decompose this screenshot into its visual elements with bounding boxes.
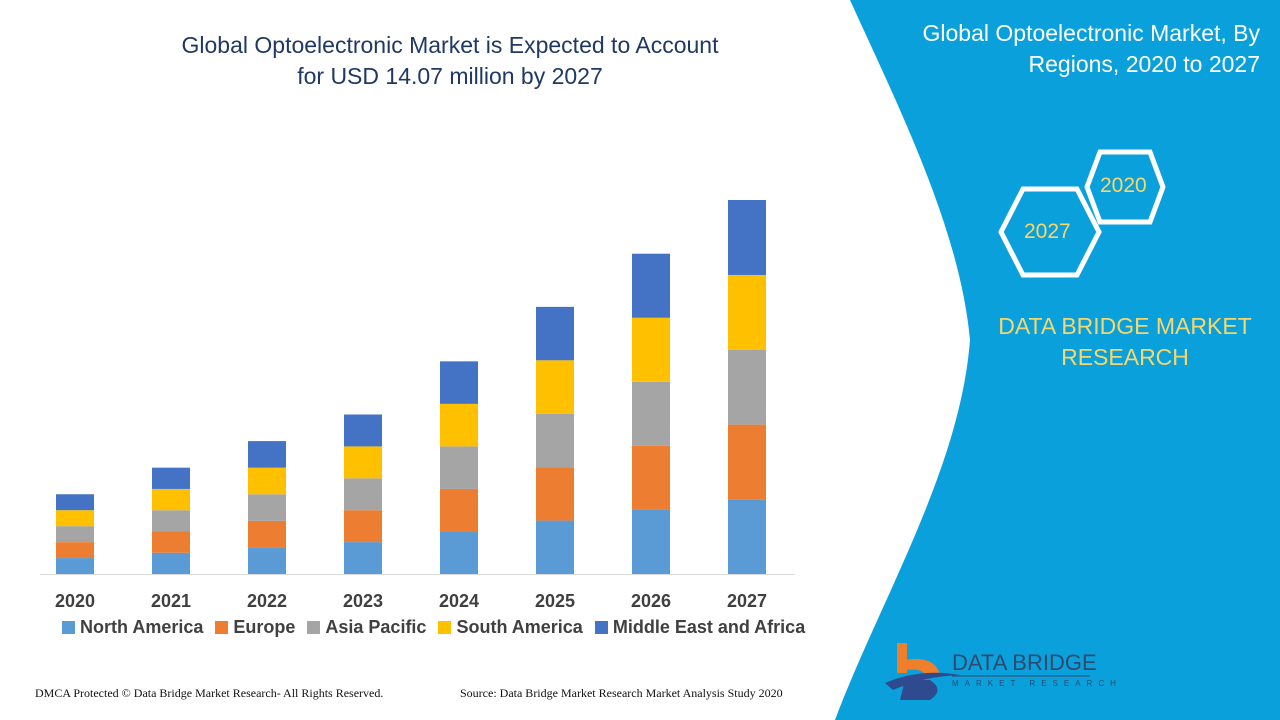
- bar-2025-asia-pacific: [536, 413, 574, 468]
- bar-2025-europe: [536, 467, 574, 521]
- bar-2023-asia-pacific: [344, 478, 382, 511]
- bar-2021-south-america: [152, 488, 190, 511]
- bar-2024-europe: [440, 488, 478, 532]
- x-tick-label: 2025: [534, 591, 576, 611]
- bar-2026-europe: [632, 445, 670, 510]
- chart-title: Global Optoelectronic Market is Expected…: [140, 30, 760, 92]
- logo-name: DATA BRIDGE: [952, 650, 1097, 675]
- bar-2023-europe: [344, 510, 382, 543]
- bar-2022-south-america: [248, 467, 286, 495]
- brand-line-2: RESEARCH: [1061, 344, 1189, 370]
- bar-2023-south-america: [344, 446, 382, 479]
- bar-2027-asia-pacific: [728, 349, 766, 425]
- bar-2025-south-america: [536, 360, 574, 414]
- bar-2024-north-america: [440, 531, 478, 574]
- bar-2027-north-america: [728, 499, 766, 574]
- side-panel: [835, 0, 1280, 720]
- legend: North America Europe Asia Pacific South Ame…: [62, 617, 805, 638]
- x-tick-label: 2022: [246, 591, 288, 611]
- bar-2020-middle-east-and-africa: [56, 494, 94, 511]
- x-tick-label: 2024: [438, 591, 480, 611]
- hex-label-2020: 2020: [1100, 174, 1147, 197]
- side-title-line-1: Global Optoelectronic Market, By: [922, 20, 1260, 46]
- footer-source: Source: Data Bridge Market Research Mark…: [460, 686, 783, 700]
- bar-2021-north-america: [152, 552, 190, 574]
- bar-2024-middle-east-and-africa: [440, 361, 478, 404]
- footer-copyright: DMCA Protected © Data Bridge Market Rese…: [35, 686, 384, 700]
- bar-2020-south-america: [56, 510, 94, 527]
- bar-2026-middle-east-and-africa: [632, 253, 670, 318]
- bar-2022-north-america: [248, 547, 286, 574]
- brand-text: DATA BRIDGE MARKET RESEARCH: [985, 311, 1265, 373]
- bar-2023-middle-east-and-africa: [344, 414, 382, 447]
- x-tick-label: 2026: [630, 591, 672, 611]
- bar-2025-north-america: [536, 520, 574, 574]
- legend-swatch: [307, 621, 321, 634]
- hexagon-2027: [998, 186, 1102, 278]
- bar-2026-south-america: [632, 317, 670, 382]
- side-title-line-2: Regions, 2020 to 2027: [1028, 51, 1260, 77]
- bar-2027-europe: [728, 424, 766, 500]
- x-tick-label: 2023: [342, 591, 384, 611]
- legend-label: Middle East and Africa: [612, 617, 806, 637]
- bar-2020-asia-pacific: [56, 526, 94, 543]
- bar-2020-north-america: [56, 558, 94, 574]
- bar-2022-middle-east-and-africa: [248, 441, 286, 468]
- bar-2021-middle-east-and-africa: [152, 467, 190, 489]
- hexagon-2020: [1084, 149, 1166, 225]
- legend-swatch: [594, 621, 608, 634]
- bar-2020-europe: [56, 542, 94, 559]
- legend-swatch: [215, 621, 229, 634]
- bar-2025-middle-east-and-africa: [536, 306, 574, 361]
- legend-label: Asia Pacific: [325, 617, 427, 637]
- logo-subtitle: MARKET RESEARCH: [952, 679, 1122, 688]
- bar-2024-south-america: [440, 403, 478, 447]
- data-bridge-logo-icon: [885, 643, 960, 700]
- legend-item: South America: [438, 617, 583, 638]
- x-tick-label: 2021: [150, 591, 192, 611]
- bar-2022-europe: [248, 520, 286, 548]
- x-tick-label: 2027: [726, 591, 768, 611]
- bar-2022-asia-pacific: [248, 494, 286, 521]
- bar-2023-north-america: [344, 542, 382, 574]
- bar-2026-asia-pacific: [632, 381, 670, 446]
- legend-swatch: [62, 621, 75, 634]
- legend-swatch: [438, 621, 452, 634]
- title-line-1: Global Optoelectronic Market is Expected…: [181, 32, 719, 58]
- bar-2026-north-america: [632, 509, 670, 574]
- legend-label: South America: [456, 617, 583, 637]
- bar-2027-south-america: [728, 274, 766, 350]
- title-line-2: for USD 14.07 million by 2027: [297, 63, 603, 89]
- legend-item: North America: [62, 617, 203, 638]
- brand-line-1: DATA BRIDGE MARKET: [998, 313, 1252, 339]
- chart-area: [56, 200, 766, 574]
- x-tick-label: 2020: [54, 591, 96, 611]
- bar-2021-europe: [152, 531, 190, 553]
- legend-label: North America: [80, 617, 204, 637]
- side-title: Global Optoelectronic Market, By Regions…: [870, 18, 1260, 80]
- legend-item: Asia Pacific: [307, 617, 426, 638]
- legend-label: Europe: [233, 617, 296, 637]
- hex-label-2027: 2027: [1024, 220, 1071, 243]
- legend-item: Middle East and Africa: [594, 617, 806, 638]
- bar-2021-asia-pacific: [152, 510, 190, 532]
- bar-2027-middle-east-and-africa: [728, 200, 766, 275]
- bar-2024-asia-pacific: [440, 446, 478, 489]
- legend-item: Europe: [215, 617, 295, 638]
